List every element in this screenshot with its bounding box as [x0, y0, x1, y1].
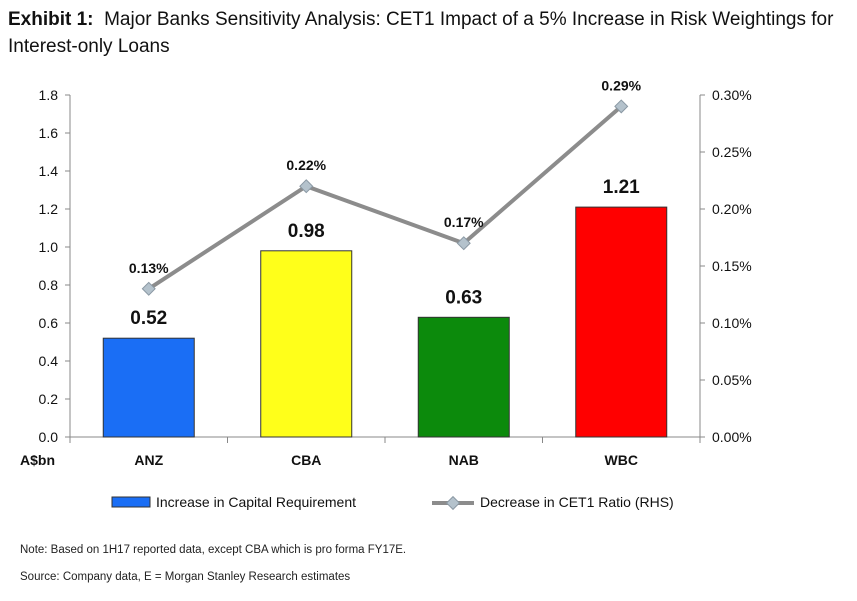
category-label: ANZ: [134, 452, 163, 468]
left-tick-label: 0.8: [39, 277, 59, 293]
right-tick-label: 0.30%: [712, 87, 752, 103]
left-tick-label: 1.6: [39, 125, 59, 141]
bar-wbc: [575, 206, 668, 438]
left-tick-label: 0.6: [39, 315, 59, 331]
left-tick-label: 0.0: [39, 429, 59, 445]
cet1-ratio-label: 0.29%: [601, 77, 641, 93]
bar-value-label: 1.21: [603, 177, 640, 198]
bar-value-label: 0.52: [130, 308, 167, 329]
cet1-ratio-point: [456, 236, 471, 251]
bar-value-label: 0.63: [445, 287, 482, 308]
left-tick-label: 0.4: [39, 353, 59, 369]
bar-cba: [260, 250, 353, 438]
category-label: NAB: [449, 452, 479, 468]
left-axis-unit-label: A$bn: [20, 452, 55, 468]
title-text: Major Banks Sensitivity Analysis: CET1 I…: [8, 9, 834, 57]
bar-nab: [417, 316, 510, 438]
cet1-ratio-line: [147, 104, 623, 291]
right-tick-label: 0.10%: [712, 315, 752, 331]
cet1-ratio-label: 0.22%: [286, 157, 326, 173]
right-tick-label: 0.00%: [712, 429, 752, 445]
category-label: CBA: [291, 452, 321, 468]
legend-bar-label: Increase in Capital Requirement: [156, 494, 356, 510]
cet1-ratio-label: 0.17%: [444, 214, 484, 230]
right-tick-label: 0.05%: [712, 372, 752, 388]
bar-anz: [102, 337, 195, 438]
legend-line-marker: [445, 495, 461, 511]
left-tick-label: 1.8: [39, 87, 59, 103]
cet1-ratio-label: 0.13%: [129, 260, 169, 276]
legend-bar-swatch: [111, 496, 151, 508]
cet1-ratio-point: [299, 179, 314, 194]
category-label: WBC: [605, 452, 638, 468]
right-tick-label: 0.20%: [712, 201, 752, 217]
chart: 0.0 0.2 0.4 0.6 0.8 1.0 1.2 1.4 1.6 1.8 0.00% 0.05%…: [20, 77, 752, 511]
source-text: Source: Company data, E = Morgan Stanley…: [20, 571, 351, 583]
exhibit-label: Exhibit 1:: [8, 9, 94, 30]
cet1-ratio-point: [614, 99, 629, 114]
legend-line-label: Decrease in CET1 Ratio (RHS): [480, 494, 674, 510]
left-tick-label: 1.0: [39, 239, 59, 255]
left-tick-label: 0.2: [39, 391, 59, 407]
right-tick-label: 0.25%: [712, 144, 752, 160]
left-tick-label: 1.2: [39, 201, 59, 217]
left-tick-label: 1.4: [39, 163, 59, 179]
right-tick-label: 0.15%: [712, 258, 752, 274]
chart-title: Exhibit 1: Major Banks Sensitivity Analy…: [8, 6, 853, 60]
cet1-ratio-point: [141, 281, 156, 296]
note-text: Note: Based on 1H17 reported data, excep…: [20, 544, 407, 556]
bar-value-label: 0.98: [288, 221, 325, 242]
